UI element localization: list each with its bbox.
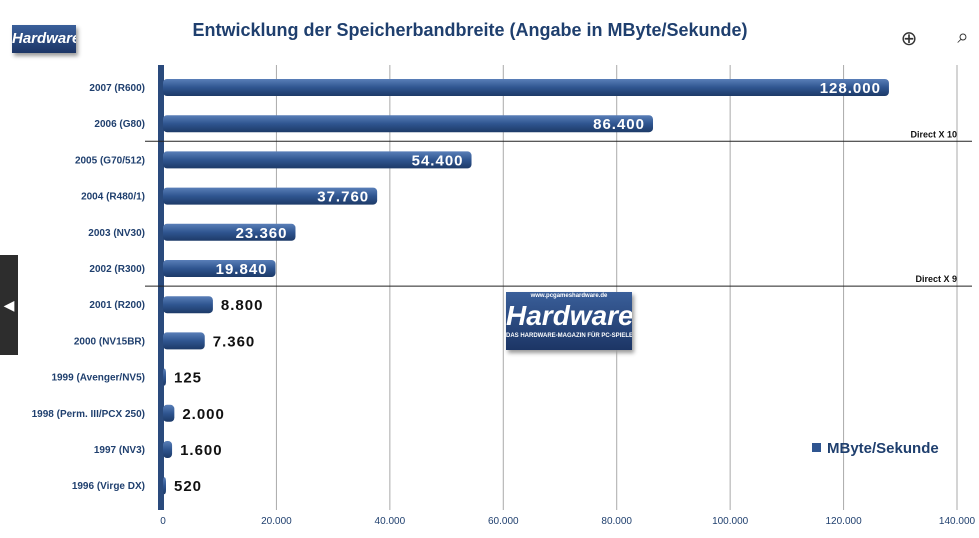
logo-sub: DAS HARDWARE-MAGAZIN FÜR PC-SPIELER <box>506 333 632 339</box>
data-label: 2.000 <box>182 406 225 423</box>
era-label: Direct X 9 <box>915 274 957 284</box>
category-label: 2005 (G70/512) <box>75 155 145 166</box>
category-label: 2001 (R200) <box>89 300 145 311</box>
prev-button[interactable]: ◀ <box>0 255 18 355</box>
category-label: 1996 (Virge DX) <box>72 481 145 492</box>
bar <box>163 404 175 422</box>
bar <box>163 115 654 133</box>
bar <box>163 296 213 314</box>
data-label: 86.400 <box>593 116 645 133</box>
x-tick-label: 100.000 <box>712 516 749 527</box>
category-label: 1998 (Perm. III/PCX 250) <box>32 409 145 420</box>
era-label: Direct X 10 <box>910 129 957 139</box>
category-label: 2007 (R600) <box>89 83 145 94</box>
zoom-in-icon[interactable]: ⊕ <box>900 28 918 50</box>
logo-text: Hardware <box>506 300 632 331</box>
search-icon[interactable]: ⌕ <box>957 26 969 48</box>
data-label: 23.360 <box>236 225 288 242</box>
data-label: 520 <box>174 478 202 495</box>
x-tick-label: 20.000 <box>261 516 292 527</box>
y-axis-wall <box>158 65 164 510</box>
data-label: 128.000 <box>820 80 881 97</box>
bar <box>163 441 173 458</box>
data-label: 125 <box>174 370 202 387</box>
logo-url: www.pcgameshardware.de <box>530 293 608 299</box>
data-label: 1.600 <box>180 442 223 459</box>
legend-swatch <box>812 443 821 452</box>
category-label: 2003 (NV30) <box>88 228 145 239</box>
category-label: 2004 (R480/1) <box>81 192 145 203</box>
data-label: 8.800 <box>221 297 264 314</box>
x-tick-label: 0 <box>160 516 166 527</box>
bar <box>163 368 166 386</box>
bar <box>163 332 205 350</box>
x-tick-label: 60.000 <box>488 516 519 527</box>
bar <box>163 151 472 169</box>
data-label: 7.360 <box>213 333 256 350</box>
pcgh-logo: www.pcgameshardware.de Hardware DAS HARD… <box>506 292 632 350</box>
category-label: 2002 (R300) <box>89 264 145 275</box>
x-tick-label: 140.000 <box>939 516 976 527</box>
hardware-logo: Hardware <box>12 25 76 53</box>
x-tick-label: 120.000 <box>825 516 862 527</box>
bar <box>163 187 378 205</box>
data-label: 54.400 <box>412 152 464 169</box>
category-label: 1997 (NV3) <box>94 445 145 456</box>
bar <box>163 223 296 241</box>
data-label: 19.840 <box>216 261 268 278</box>
data-label: 37.760 <box>317 189 369 206</box>
bar <box>163 260 276 277</box>
category-label: 2000 (NV15BR) <box>74 336 145 347</box>
category-label: 2006 (G80) <box>94 119 145 130</box>
legend-label: MByte/Sekunde <box>827 440 939 457</box>
chart-title: Entwicklung der Speicherbandbreite (Anga… <box>192 20 748 40</box>
chevron-left-icon: ◀ <box>3 297 15 313</box>
category-label: 1999 (Avenger/NV5) <box>51 373 145 384</box>
x-tick-label: 80.000 <box>601 516 632 527</box>
bar <box>163 79 889 96</box>
x-tick-label: 40.000 <box>375 516 406 527</box>
bar <box>163 477 166 495</box>
